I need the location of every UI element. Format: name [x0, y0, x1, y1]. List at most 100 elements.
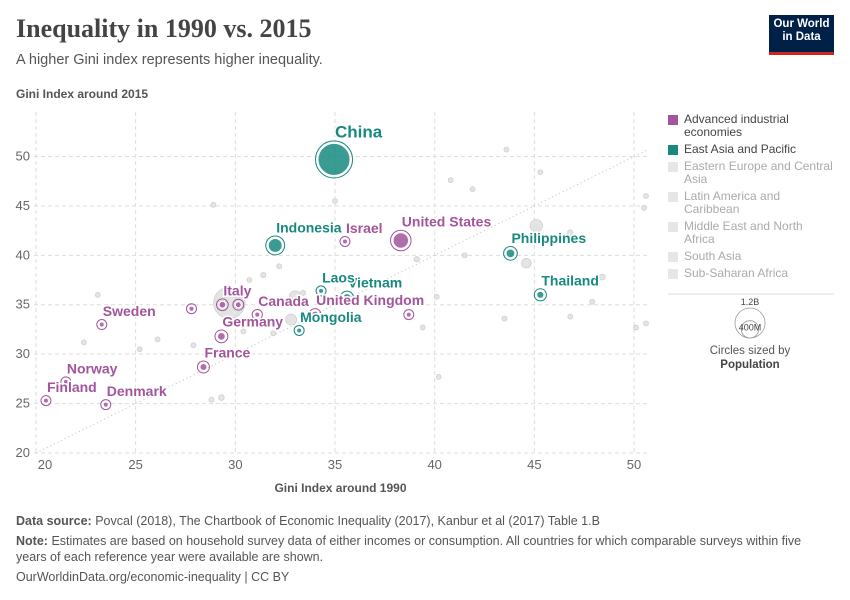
- legend-item[interactable]: Eastern Europe and Central Asia: [668, 160, 836, 186]
- point: [435, 374, 442, 380]
- point: [94, 292, 101, 298]
- point-ring: [308, 308, 322, 322]
- point-ring: [403, 309, 415, 321]
- point: [234, 301, 242, 309]
- footer: Data source: Povcal (2018), The Chartboo…: [16, 513, 826, 589]
- point: [216, 331, 226, 341]
- point-ring: [185, 303, 197, 315]
- point-ring: [293, 324, 305, 336]
- point: [154, 336, 161, 343]
- legend-item[interactable]: East Asia and Pacific: [668, 143, 836, 156]
- point-label: France: [204, 344, 250, 360]
- source-label: Data source:: [16, 514, 92, 528]
- y-tick-label: 20: [16, 445, 30, 460]
- legend-item[interactable]: Latin America and Caribbean: [668, 190, 836, 216]
- point-ring: [339, 235, 351, 247]
- point: [218, 300, 227, 309]
- x-tick-label: 40: [427, 457, 441, 472]
- point-label: Canada: [258, 293, 309, 309]
- point-label: Norway: [67, 360, 118, 376]
- legend-swatch: [668, 222, 678, 232]
- logo[interactable]: Our World in Data: [769, 15, 834, 55]
- y-tick-label: 35: [16, 297, 30, 312]
- point: [98, 321, 105, 328]
- point: [392, 232, 410, 249]
- point-ring: [60, 376, 72, 388]
- point-label: Philippines: [511, 230, 586, 246]
- size-legend-label: 1.2B: [741, 297, 760, 307]
- legend-swatch: [668, 115, 678, 125]
- point: [598, 273, 606, 281]
- legend-label: Latin America and Caribbean: [684, 189, 781, 216]
- point-label: China: [335, 122, 383, 141]
- point-label: United Kingdom: [316, 292, 424, 308]
- point-ring: [339, 290, 355, 305]
- legend: Advanced industrial economies East Asia a…: [668, 113, 836, 284]
- point: [190, 342, 197, 349]
- point: [433, 293, 440, 300]
- point-ring: [100, 399, 112, 411]
- legend-swatch: [668, 192, 678, 202]
- point: [342, 293, 352, 303]
- point: [341, 238, 348, 245]
- point: [641, 205, 647, 211]
- point: [318, 287, 325, 294]
- chart-subtitle: A higher Gini index represents higher in…: [16, 52, 323, 68]
- point: [643, 193, 649, 199]
- y-axis-label: Gini Index around 2015: [16, 87, 149, 101]
- x-tick-label: 50: [627, 457, 641, 472]
- legend-label: East Asia and Pacific: [684, 142, 797, 156]
- legend-swatch: [668, 269, 678, 279]
- point: [461, 252, 468, 259]
- source: Data source: Povcal (2018), The Chartboo…: [16, 513, 826, 529]
- point-label: Denmark: [107, 383, 167, 399]
- point: [288, 290, 302, 304]
- note-text: Estimates are based on household survey …: [16, 534, 802, 564]
- point: [589, 298, 596, 305]
- point-label: Sweden: [103, 303, 156, 319]
- size-legend-title: Circles sized by: [710, 345, 791, 357]
- point-ring: [503, 245, 518, 261]
- y-tick-label: 30: [16, 346, 30, 361]
- point: [80, 339, 87, 346]
- legend-swatch: [668, 162, 678, 172]
- logo-text: Our World: [773, 18, 830, 30]
- point: [300, 290, 306, 296]
- point-ring: [196, 360, 210, 374]
- legend-label: Middle East and North Africa: [684, 219, 803, 246]
- legend-label: Sub-Saharan Africa: [684, 266, 789, 280]
- point-ring: [232, 298, 245, 311]
- legend-item[interactable]: Middle East and North Africa: [668, 220, 836, 246]
- y-tick-label: 50: [16, 148, 30, 163]
- point: [317, 142, 351, 176]
- legend-label: Eastern Europe and Central Asia: [684, 159, 833, 186]
- point: [419, 324, 426, 331]
- legend-item[interactable]: Advanced industrial economies: [668, 113, 836, 139]
- point: [199, 362, 208, 372]
- point: [529, 219, 543, 233]
- x-axis-label: Gini Index around 1990: [274, 481, 407, 495]
- point-label: United States: [402, 214, 492, 230]
- point-ring: [96, 319, 108, 331]
- point: [447, 177, 454, 184]
- note-label: Note:: [16, 534, 48, 548]
- point-ring: [265, 235, 286, 256]
- point: [311, 310, 320, 319]
- x-tick-label: 45: [527, 457, 541, 472]
- y-tick-label: 40: [16, 247, 30, 262]
- source-text: Povcal (2018), The Chartbook of Economic…: [95, 514, 600, 528]
- point-label: Laos: [322, 269, 355, 285]
- x-tick-label: 25: [128, 457, 142, 472]
- point: [267, 237, 283, 253]
- point: [285, 313, 297, 326]
- point-ring: [533, 288, 547, 302]
- point: [521, 257, 532, 269]
- point-ring: [251, 309, 263, 321]
- point: [240, 328, 247, 335]
- legend-item[interactable]: Sub-Saharan Africa: [668, 267, 836, 280]
- point-ring: [314, 140, 354, 179]
- point: [501, 315, 508, 322]
- legend-item[interactable]: South Asia: [668, 250, 836, 263]
- size-legend-circle: [740, 320, 760, 339]
